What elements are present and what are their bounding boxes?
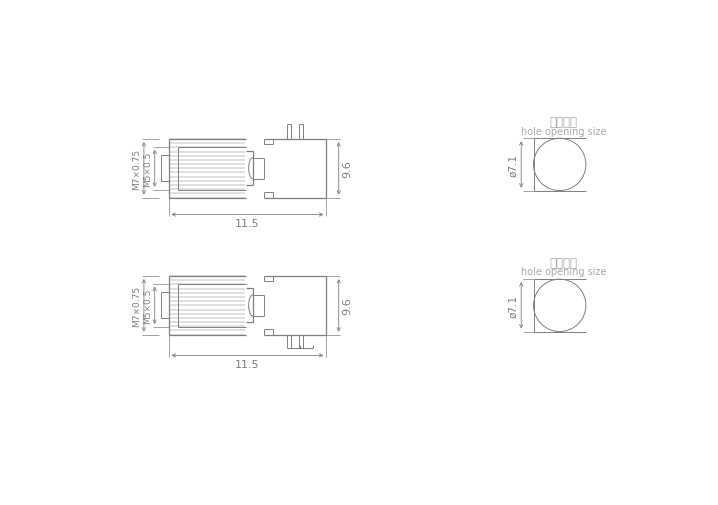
Text: 11.5: 11.5 <box>236 360 260 370</box>
Text: hole opening size: hole opening size <box>521 126 606 136</box>
Text: 开孔尺寸: 开孔尺寸 <box>549 116 577 129</box>
Text: M5×0.5: M5×0.5 <box>144 288 152 323</box>
Text: 开孔尺寸: 开孔尺寸 <box>549 256 577 269</box>
Text: hole opening size: hole opening size <box>521 267 606 277</box>
Text: ø7.1: ø7.1 <box>508 294 518 317</box>
Text: 9.6: 9.6 <box>342 160 353 178</box>
Text: M5×0.5: M5×0.5 <box>144 152 152 187</box>
Text: 11.5: 11.5 <box>236 219 260 229</box>
Text: 9.6: 9.6 <box>342 297 353 315</box>
Text: ø7.1: ø7.1 <box>508 154 518 177</box>
Text: M7×0.75: M7×0.75 <box>132 148 141 189</box>
Text: M7×0.75: M7×0.75 <box>132 285 141 326</box>
